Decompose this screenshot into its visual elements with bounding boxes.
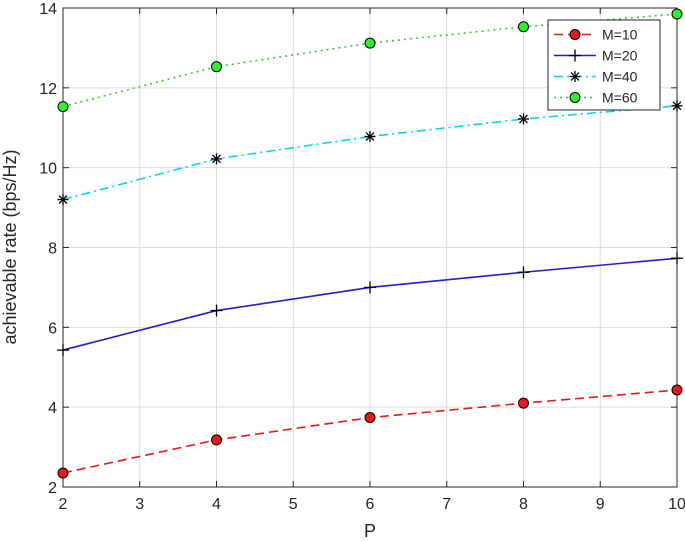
series-m-20 xyxy=(57,252,683,357)
y-tick-label: 14 xyxy=(39,1,57,18)
x-axis-label: P xyxy=(364,521,376,541)
data-point xyxy=(569,29,581,40)
marker-stroke xyxy=(570,72,580,81)
x-tick-label: 5 xyxy=(289,496,298,513)
data-point xyxy=(364,412,376,424)
data-point xyxy=(671,100,683,112)
data-point xyxy=(518,397,529,409)
marker-stroke xyxy=(212,154,221,164)
legend-item: M=10 xyxy=(554,27,638,43)
data-point xyxy=(671,384,683,396)
data-point xyxy=(517,266,530,279)
x-tick-label: 10 xyxy=(668,496,685,513)
data-point xyxy=(211,434,222,446)
series-m-40 xyxy=(57,100,683,206)
x-tick-label: 8 xyxy=(519,496,528,513)
y-tick-label: 4 xyxy=(48,400,57,417)
axis-ticks: 2 3 4 5 6 7 8 9 10 2 4 6 8 10 12 14 xyxy=(39,1,685,513)
series-m-10 xyxy=(57,384,683,479)
legend-box xyxy=(547,19,661,111)
legend-item: M=40 xyxy=(554,69,638,85)
legend-label: M=20 xyxy=(602,48,638,64)
x-tick-label: 2 xyxy=(59,496,68,513)
data-point xyxy=(671,252,683,265)
legend-item: M=60 xyxy=(554,90,638,106)
marker-stroke xyxy=(58,195,68,205)
y-tick-label: 6 xyxy=(48,320,57,337)
data-point xyxy=(57,101,69,113)
y-tick-label: 10 xyxy=(39,161,57,178)
data-point xyxy=(57,194,69,206)
y-axis-label: achievable rate (bps/Hz) xyxy=(0,149,20,344)
data-point xyxy=(364,37,376,49)
data-point xyxy=(57,467,69,479)
data-point xyxy=(518,21,529,33)
series-group xyxy=(57,8,683,479)
data-point xyxy=(57,344,69,357)
series-m-60 xyxy=(57,8,683,113)
x-tick-label: 3 xyxy=(135,496,144,513)
legend: M=10 M=20 M=40 M=60 xyxy=(547,19,661,111)
x-tick-label: 6 xyxy=(366,496,375,513)
data-point xyxy=(569,71,581,82)
x-tick-label: 7 xyxy=(442,496,451,513)
data-point xyxy=(569,49,581,62)
data-point xyxy=(364,281,376,294)
data-point xyxy=(210,304,223,317)
data-point xyxy=(211,61,222,73)
x-tick-label: 4 xyxy=(212,496,221,513)
marker-stroke xyxy=(519,114,528,124)
data-point xyxy=(211,153,222,165)
data-point xyxy=(364,131,376,143)
y-tick-label: 12 xyxy=(39,81,57,98)
legend-label: M=60 xyxy=(602,90,638,106)
data-point xyxy=(671,8,683,20)
legend-label: M=10 xyxy=(602,27,638,43)
series-line xyxy=(62,104,678,201)
data-point xyxy=(518,113,529,125)
x-tick-label: 9 xyxy=(596,496,605,513)
legend-label: M=40 xyxy=(602,69,638,85)
y-tick-label: 2 xyxy=(48,480,57,497)
grid xyxy=(62,7,678,488)
legend-item: M=20 xyxy=(554,48,638,64)
data-point xyxy=(569,92,581,103)
y-tick-label: 8 xyxy=(48,241,57,258)
marker-stroke xyxy=(672,101,682,111)
marker-stroke xyxy=(365,132,375,141)
